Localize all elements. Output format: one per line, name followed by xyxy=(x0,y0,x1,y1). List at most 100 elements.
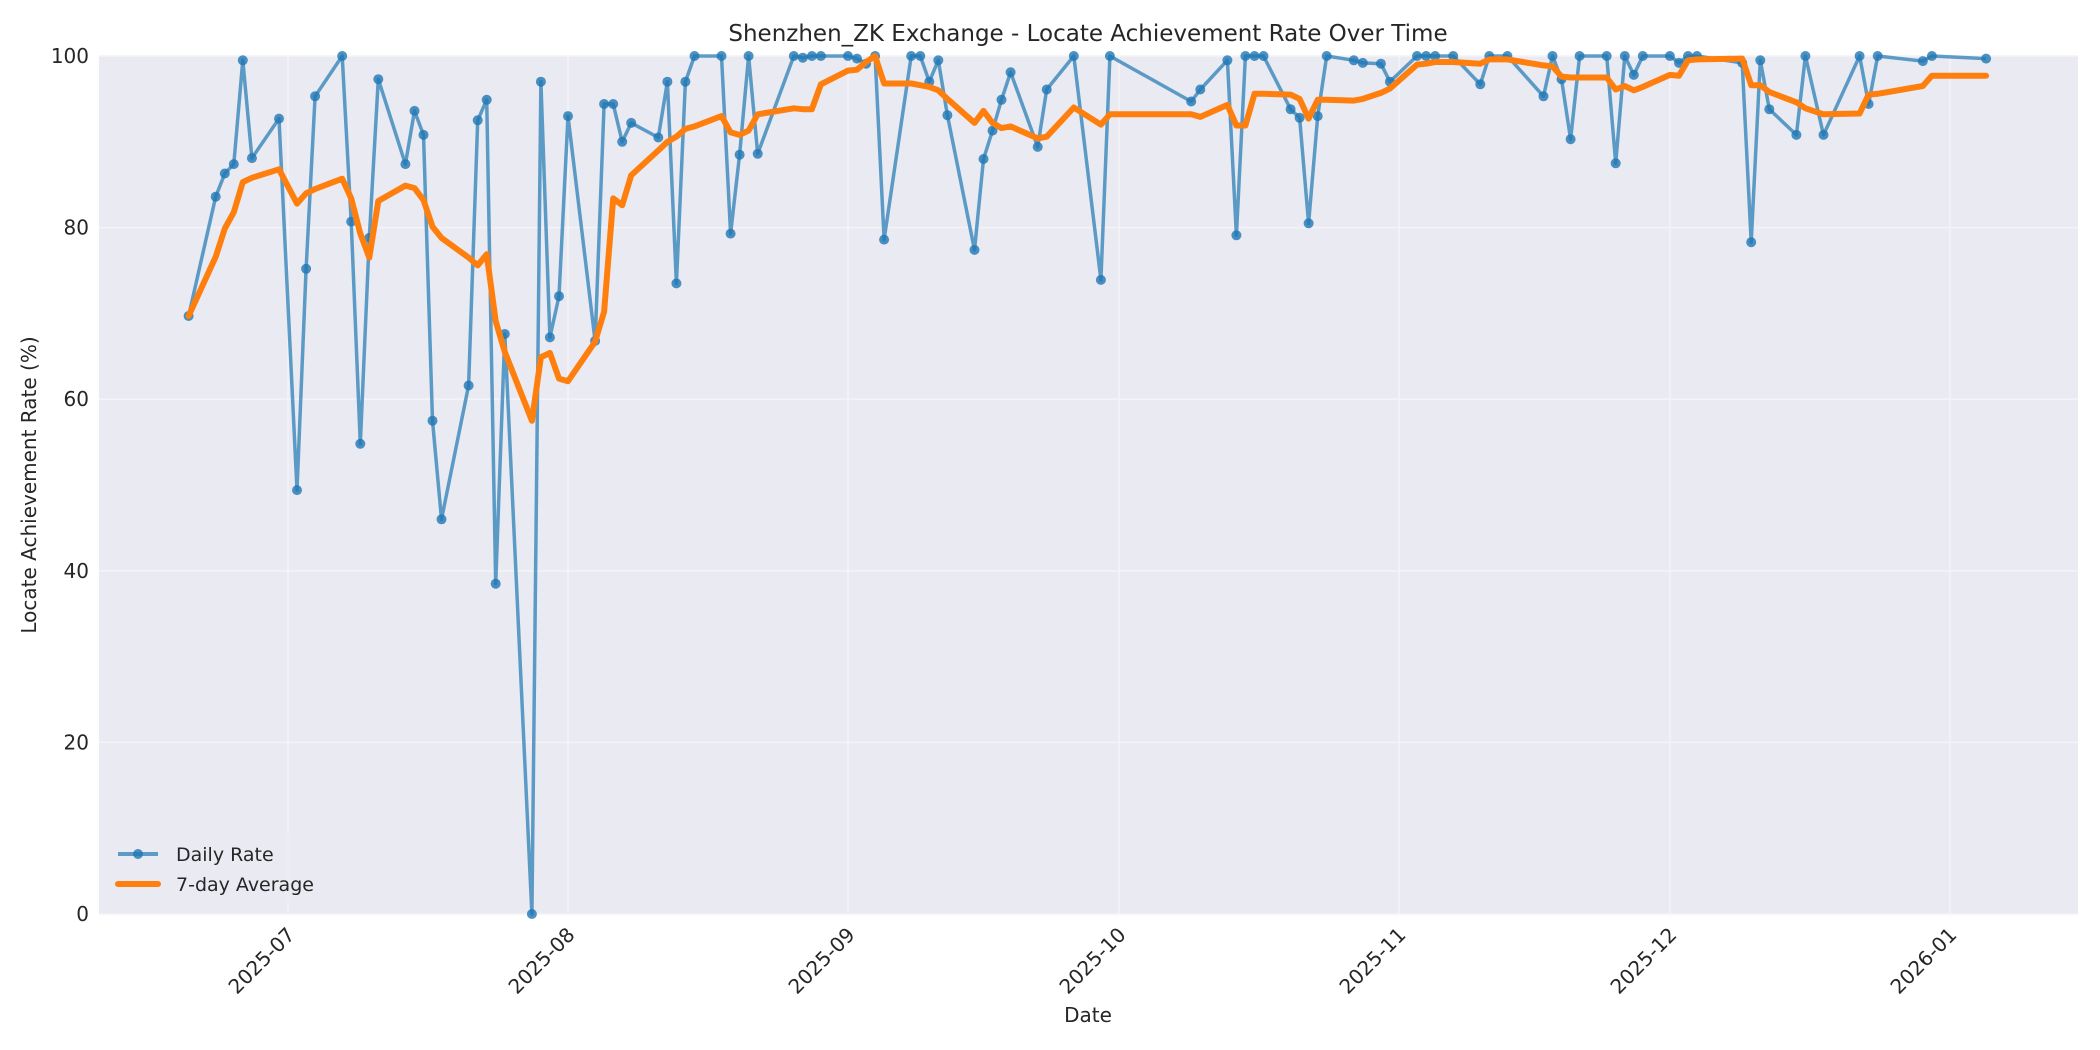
daily-rate-point xyxy=(1764,104,1775,115)
daily-rate-point xyxy=(400,159,411,170)
daily-rate-point xyxy=(662,76,673,87)
daily-rate-point xyxy=(1294,112,1305,123)
daily-rate-point xyxy=(608,99,619,109)
seven-day-average-series xyxy=(185,53,1990,424)
daily-rate-point xyxy=(463,380,474,391)
daily-rate-point xyxy=(1285,104,1296,115)
seven-day-average-line xyxy=(185,53,1990,424)
daily-rate-point xyxy=(1303,218,1314,229)
daily-rate-point xyxy=(1872,51,1883,61)
daily-rate-point xyxy=(1610,158,1621,169)
daily-rate-point xyxy=(1412,51,1422,61)
daily-rate-point xyxy=(752,148,763,159)
daily-rate-point xyxy=(933,55,944,66)
y-tick-label: 40 xyxy=(64,559,89,583)
daily-rate-point xyxy=(1222,55,1233,66)
daily-rate-point xyxy=(373,74,384,85)
daily-rate-point xyxy=(1186,96,1197,107)
daily-rate-point xyxy=(1104,51,1115,61)
daily-rate-point xyxy=(788,51,799,61)
daily-rate-point xyxy=(843,51,853,61)
daily-rate-point xyxy=(653,132,664,143)
daily-rate-point xyxy=(1258,51,1269,61)
x-tick-label: 2025-10 xyxy=(1054,923,1130,999)
daily-rate-point xyxy=(1917,56,1928,67)
daily-rate-point xyxy=(1357,57,1368,68)
legend-item-7-day-average: 7-day Average xyxy=(115,874,314,896)
daily-rate-point xyxy=(978,154,989,164)
daily-rate-point xyxy=(1674,57,1684,68)
x-tick-label: 2025-07 xyxy=(223,923,299,999)
daily-rate-point xyxy=(1249,51,1260,61)
daily-rate-point xyxy=(689,51,700,61)
daily-rate-series xyxy=(183,51,1992,919)
legend-label: Daily Rate xyxy=(176,844,274,866)
daily-rate-point xyxy=(1430,51,1441,61)
daily-rate-point xyxy=(237,55,248,66)
daily-rate-point xyxy=(274,113,284,124)
daily-rate-point xyxy=(599,99,610,109)
daily-rate-point xyxy=(228,159,239,170)
daily-rate-point xyxy=(310,91,321,102)
daily-rate-point xyxy=(1448,51,1459,61)
daily-rate-point xyxy=(1854,51,1865,61)
daily-rate-point xyxy=(1565,134,1576,145)
daily-rate-point xyxy=(1032,141,1043,152)
daily-rate-point xyxy=(1746,237,1757,248)
daily-rate-point xyxy=(671,278,682,289)
daily-rate-point xyxy=(1041,84,1052,95)
daily-rate-point xyxy=(1619,51,1630,61)
daily-rate-point xyxy=(526,909,537,919)
x-tick-label: 2026-01 xyxy=(1885,923,1961,999)
daily-rate-point xyxy=(418,129,429,140)
daily-rate-point xyxy=(1637,51,1648,61)
daily-rate-point xyxy=(1664,51,1675,61)
daily-rate-point xyxy=(969,244,980,255)
daily-rate-point xyxy=(725,228,736,239)
daily-rate-point xyxy=(210,191,221,202)
daily-rate-point xyxy=(1195,84,1206,95)
daily-rate-point xyxy=(1095,274,1106,285)
daily-rate-point xyxy=(219,168,230,179)
daily-rate-point xyxy=(915,51,926,61)
y-axis-ticks: 0 20 40 60 80 100 xyxy=(51,44,89,926)
legend-item-daily-rate: Daily Rate xyxy=(118,844,274,866)
daily-rate-point xyxy=(1005,67,1016,78)
daily-rate-point xyxy=(626,117,637,128)
daily-rate-point xyxy=(292,485,302,496)
daily-rate-point xyxy=(409,105,420,116)
daily-rate-point xyxy=(987,125,998,136)
daily-rate-point xyxy=(544,332,555,343)
daily-rate-point xyxy=(806,51,817,61)
daily-rate-point xyxy=(1475,79,1486,90)
y-axis-label: Locate Achievement Rate (%) xyxy=(17,336,41,633)
daily-rate-point xyxy=(337,51,348,61)
daily-rate-point xyxy=(734,149,745,160)
daily-rate-point xyxy=(535,76,546,87)
daily-rate-point xyxy=(246,153,257,164)
daily-rate-point xyxy=(490,578,501,589)
daily-rate-point xyxy=(1547,51,1558,61)
daily-rate-point xyxy=(879,234,890,245)
x-tick-label: 2025-12 xyxy=(1605,923,1681,999)
daily-rate-point xyxy=(1348,55,1359,66)
x-tick-label: 2025-11 xyxy=(1334,923,1410,999)
daily-rate-point xyxy=(301,263,312,274)
daily-rate-point xyxy=(472,115,483,126)
legend-label: 7-day Average xyxy=(176,874,314,896)
daily-rate-point xyxy=(716,51,727,61)
daily-rate-point xyxy=(1791,129,1802,140)
x-tick-label: 2025-08 xyxy=(503,923,579,999)
chart-title: Shenzhen_ZK Exchange - Locate Achievemen… xyxy=(728,21,1447,47)
grid-lines xyxy=(99,55,2078,915)
daily-rate-point xyxy=(1628,69,1639,80)
y-tick-label: 60 xyxy=(64,387,89,411)
daily-rate-point xyxy=(743,51,754,61)
daily-rate-point xyxy=(1231,230,1242,241)
daily-rate-point xyxy=(1240,51,1251,61)
x-axis-label: Date xyxy=(1064,1003,1112,1027)
y-tick-label: 20 xyxy=(64,730,89,754)
daily-rate-point xyxy=(427,415,438,426)
y-tick-label: 100 xyxy=(51,44,89,68)
